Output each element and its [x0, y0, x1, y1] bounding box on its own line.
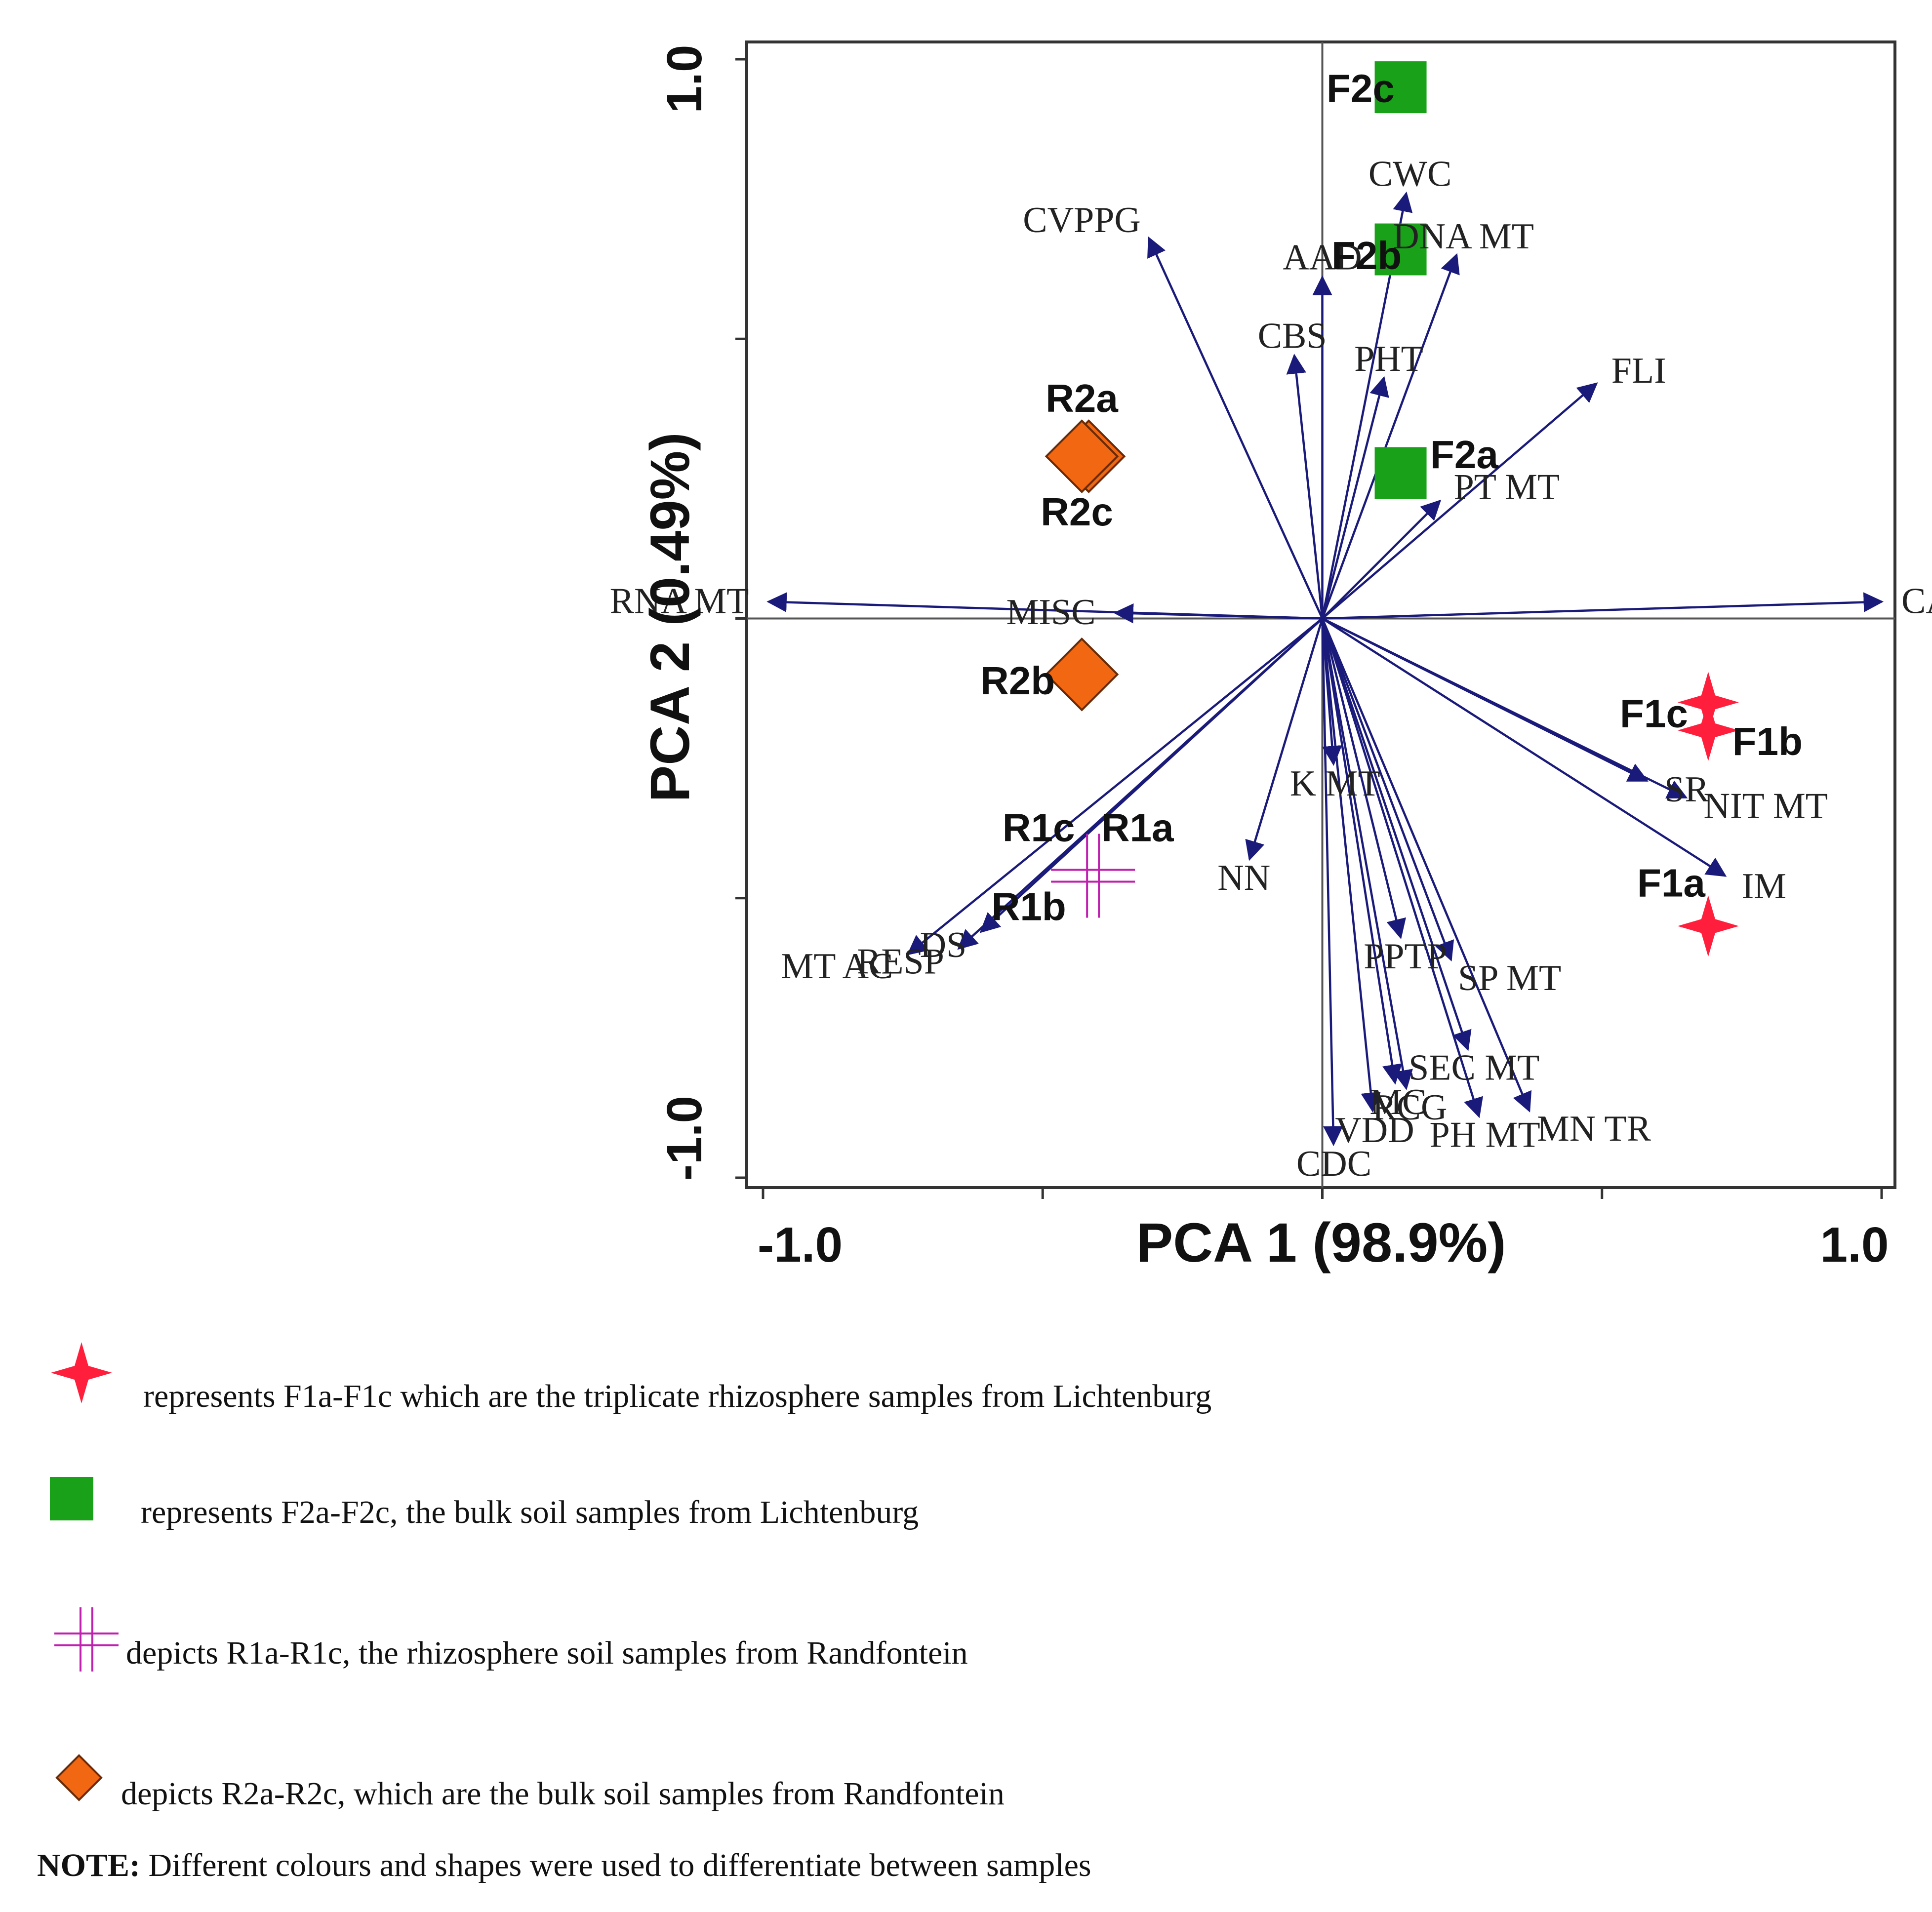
sample-r1c-label: R1c	[1003, 805, 1075, 849]
vector-label-sec-mt: SEC MT	[1409, 1047, 1539, 1088]
sample-r1c-marker	[1051, 834, 1135, 918]
vector-label-rna-mt: RNA MT	[610, 581, 749, 621]
vector-fli	[1322, 382, 1598, 620]
vector-cvppg	[1147, 236, 1324, 619]
vector-nn	[1245, 618, 1324, 861]
vector-pht	[1321, 376, 1389, 619]
vector-sp-mt	[1321, 618, 1454, 962]
y-tick-label-max: 1.0	[657, 44, 712, 113]
sample-r1b-label: R1b	[992, 884, 1066, 928]
sample-f1b-marker	[1677, 700, 1739, 761]
vector-pt-mt	[1321, 499, 1442, 620]
vector-ph-mt	[1321, 618, 1483, 1118]
vector-label-mc: MC	[1369, 1082, 1426, 1122]
vector-misc	[1113, 603, 1323, 624]
sample-r2b-marker	[1045, 637, 1119, 712]
vector-label-pht: PHT	[1354, 339, 1423, 379]
plot-frame	[745, 40, 1896, 1189]
legend-square-icon	[50, 1477, 93, 1520]
vector-label-nn: NN	[1217, 858, 1270, 898]
sample-r2c-label: R2c	[1041, 490, 1113, 534]
vector-pptp	[1321, 618, 1407, 939]
vector-label-mn-tr: MN TR	[1537, 1109, 1651, 1149]
note-text: Different colours and shapes were used t…	[140, 1847, 1091, 1883]
sample-r2a-marker	[1045, 419, 1119, 493]
vector-carb	[1322, 592, 1884, 620]
sample-f2b-marker	[1374, 223, 1427, 276]
sample-f1c-label: F1c	[1620, 691, 1688, 735]
vector-vdd	[1321, 618, 1381, 1113]
sample-f2c-marker	[1374, 61, 1427, 114]
vector-label-fli: FLI	[1611, 351, 1666, 391]
note: NOTE: Different colours and shapes were …	[37, 1847, 1091, 1884]
legend-diamond-icon	[55, 1754, 103, 1801]
vector-label-cdc: CDC	[1296, 1144, 1371, 1184]
vector-label-sp-mt: SP MT	[1458, 958, 1561, 998]
vector-label-carb: CARB	[1901, 581, 1932, 621]
vector-label-ph-mt: PH MT	[1430, 1115, 1540, 1155]
legend-text-rhizo-randfontein: depicts R1a-R1c, the rhizosphere soil sa…	[126, 1635, 968, 1671]
vector-dna-mt	[1321, 253, 1460, 619]
y-tick-label-min: -1.0	[657, 1096, 712, 1181]
legend-star-icon	[51, 1342, 112, 1403]
sample-f2b-label: F2b	[1331, 234, 1402, 278]
sample-f2a-label: F2a	[1430, 433, 1498, 477]
vector-resp	[957, 617, 1324, 950]
vector-mt-ac	[907, 617, 1323, 956]
vector-label-resp: RESP	[857, 942, 944, 982]
vector-label-nit-mt: NIT MT	[1704, 786, 1828, 827]
legend-icons	[50, 1342, 119, 1801]
x-tick-label-max: 1.0	[1820, 1217, 1889, 1273]
vector-label-im: IM	[1742, 866, 1786, 907]
vector-im	[1322, 617, 1727, 877]
vector-sec-mt	[1321, 618, 1472, 1051]
vector-mc	[1321, 618, 1403, 1085]
vector-label-vdd: VDD	[1335, 1110, 1414, 1151]
vector-cdc	[1321, 618, 1343, 1147]
legend-text-bulk-randfontein: depicts R2a-R2c, which are the bulk soil…	[121, 1776, 1005, 1812]
sample-r2a-label: R2a	[1046, 376, 1118, 420]
vector-label-cvppg: CVPPG	[1023, 200, 1141, 240]
sample-f1a-marker	[1677, 895, 1739, 957]
vector-cbs	[1286, 354, 1324, 619]
sample-f1b-label: F1b	[1732, 719, 1803, 763]
vector-label-mt-ac: MT AC	[781, 946, 893, 987]
sample-f2c-label: F2c	[1327, 67, 1395, 111]
y-axis-title: PCA 2 (0.49%)	[639, 433, 701, 802]
vector-label-k-mt: K MT	[1290, 763, 1380, 804]
legend-text-rhizo-lichtenburg: represents F1a-F1c which are the triplic…	[143, 1378, 1212, 1414]
vector-label-aad: AAD	[1283, 238, 1362, 278]
vector-nit-mt	[1322, 617, 1688, 798]
sample-f2a-marker	[1374, 447, 1427, 499]
sample-r2b-label: R2b	[980, 659, 1055, 703]
vector-label-misc: MISC	[1006, 592, 1096, 633]
vector-mn-tr	[1321, 618, 1532, 1113]
note-label: NOTE:	[37, 1847, 141, 1883]
vector-rcg	[1321, 618, 1413, 1090]
vector-label-pptp: PPTP	[1364, 936, 1447, 977]
vector-label-cbs: CBS	[1258, 316, 1327, 356]
sample-r1a-label: R1a	[1101, 805, 1174, 849]
vector-label-rcg: RCG	[1372, 1087, 1447, 1128]
sample-f1a-label: F1a	[1637, 861, 1705, 905]
vector-label-ds: DS	[920, 925, 967, 965]
x-axis-title: PCA 1 (98.9%)	[1136, 1212, 1506, 1274]
vector-label-pt-mt: PT MT	[1454, 467, 1560, 507]
legend-text-bulk-lichtenburg: represents F2a-F2c, the bulk soil sample…	[141, 1494, 919, 1530]
vector-label-cwc: CWC	[1368, 154, 1452, 195]
legend-plus-icon	[54, 1607, 119, 1672]
x-tick-label-min: -1.0	[758, 1217, 843, 1273]
vector-label-dna-mt: DNA MT	[1393, 216, 1534, 257]
vector-label-sr: SR	[1664, 769, 1709, 810]
